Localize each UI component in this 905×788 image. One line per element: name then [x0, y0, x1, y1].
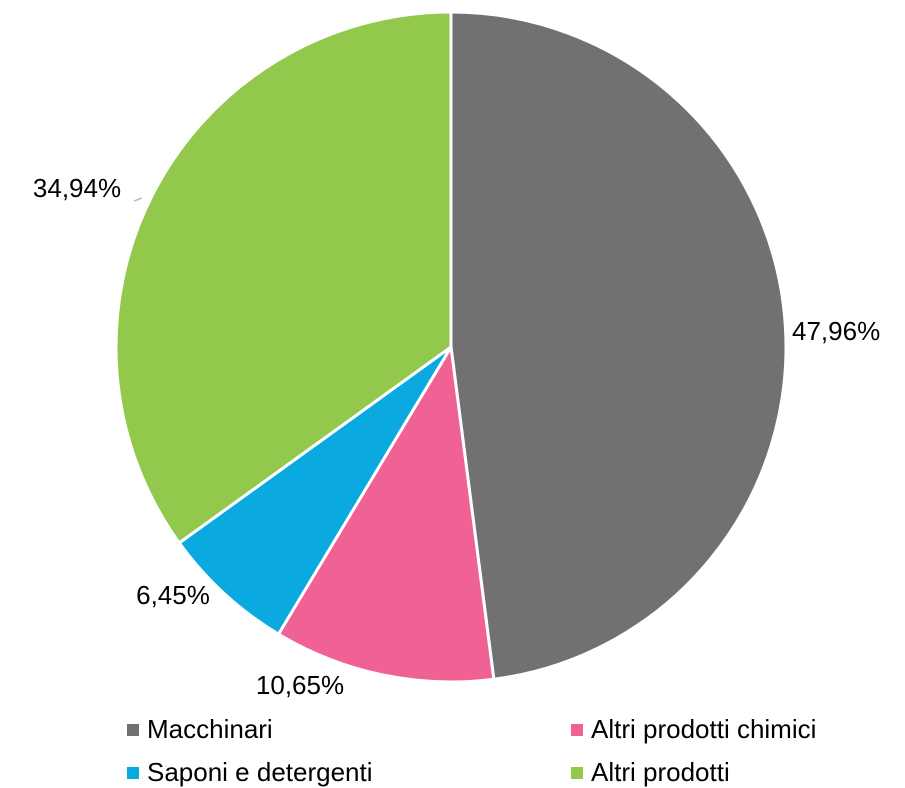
legend-label: Macchinari [147, 714, 273, 744]
pie-slice [276, 342, 496, 684]
legend-swatch [571, 724, 583, 736]
pie-slice [177, 345, 453, 637]
leader-line [133, 197, 143, 202]
pie-slice [449, 10, 788, 681]
legend-label: Altri prodotti [591, 757, 730, 787]
legend-label: Altri prodotti chimici [591, 714, 816, 744]
legend-swatch [127, 724, 139, 736]
legend-label: Saponi e detergenti [147, 757, 373, 787]
data-label: 47,96% [792, 316, 880, 346]
data-label: 34,94% [33, 173, 121, 203]
legend-swatch [571, 767, 583, 779]
pie-slice [114, 10, 453, 545]
legend-swatch [127, 767, 139, 779]
data-label: 6,45% [136, 580, 210, 610]
data-label: 10,65% [256, 670, 344, 700]
